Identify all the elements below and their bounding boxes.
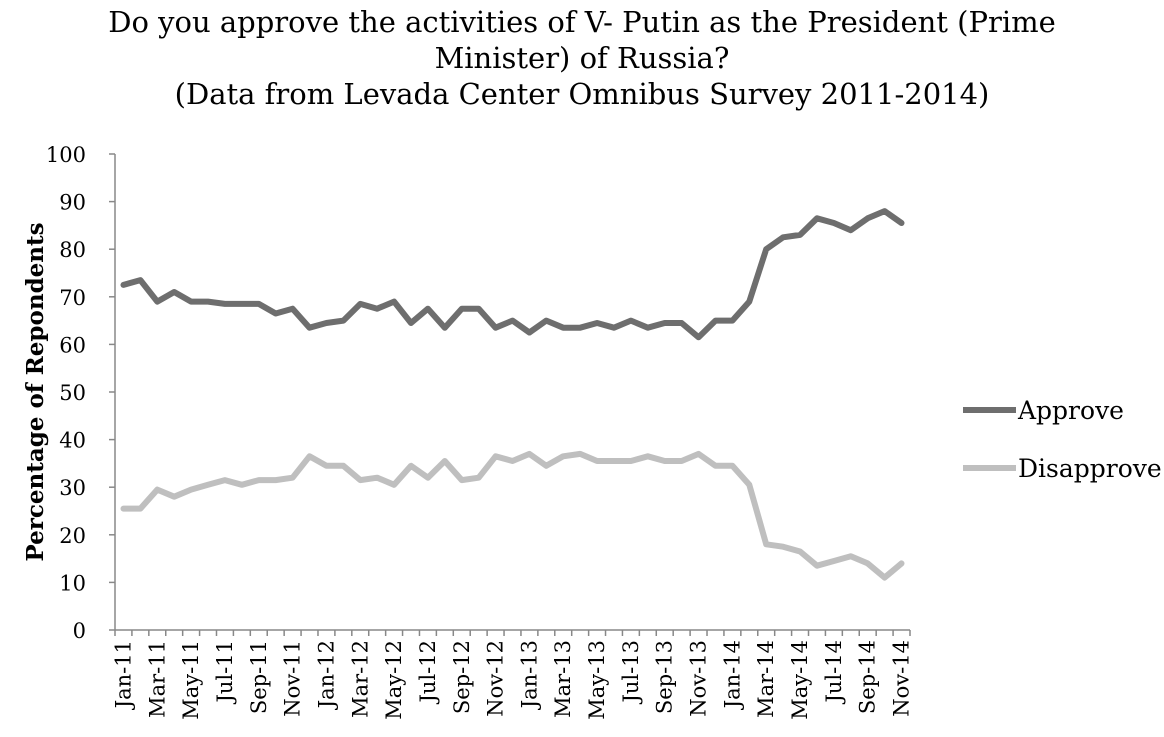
- x-tick-label: Sep-11: [247, 640, 271, 714]
- y-tick-label: 40: [59, 429, 86, 453]
- x-tick-label: Jan-14: [720, 640, 744, 710]
- y-tick-label: 50: [59, 381, 86, 405]
- y-tick-label: 10: [59, 571, 86, 595]
- y-tick-label: 80: [59, 238, 86, 262]
- series-lines: [120, 208, 905, 581]
- x-tick-labels: Jan-11 Mar-11 May-11 Jul-11 Sep-11 Nov-11 Jan-…: [111, 640, 913, 720]
- x-tick-label: Sep-14: [856, 640, 880, 714]
- x-tick-label: May-12: [382, 640, 406, 720]
- x-tick-label: May-14: [788, 640, 812, 720]
- legend: Approve Disapprove: [963, 396, 1162, 483]
- x-tick-label: Mar-12: [348, 640, 372, 718]
- x-tick-label: May-13: [585, 640, 609, 720]
- legend-label-disapprove: Disapprove: [1018, 454, 1162, 483]
- x-tick-label: Jul-12: [416, 640, 440, 704]
- x-tick-label: Jul-13: [619, 640, 643, 704]
- x-tick-label: Nov-14: [890, 640, 914, 717]
- chart-axes: [109, 153, 911, 636]
- x-tick-label: Jan-12: [314, 640, 338, 710]
- chart-title: Do you approve the activities of V- Puti…: [0, 4, 1164, 112]
- legend-label-approve: Approve: [1017, 396, 1124, 425]
- x-tick-label: Jan-13: [517, 640, 541, 710]
- y-tick-label: 20: [59, 524, 86, 548]
- x-tick-label: Mar-11: [145, 640, 169, 718]
- x-tick-label: May-11: [179, 640, 203, 720]
- y-tick-label: 60: [59, 333, 86, 357]
- x-tick-label: Jul-11: [213, 640, 237, 704]
- chart-title-line-1: Do you approve the activities of V- Puti…: [108, 5, 1056, 39]
- y-tick-label: 70: [59, 286, 86, 310]
- x-tick-label: Jul-14: [822, 640, 846, 704]
- x-tick-label: Nov-11: [281, 640, 305, 717]
- y-axis-label: Percentage of Repondents: [22, 222, 49, 561]
- x-tick-label: Mar-13: [551, 640, 575, 718]
- x-tick-label: Jan-11: [111, 640, 135, 710]
- y-tick-label: 30: [59, 476, 86, 500]
- chart-title-line-2: Minister) of Russia?: [434, 41, 730, 75]
- y-tick-label: 100: [46, 143, 86, 167]
- y-tick-labels: 0 10 20 30 40 50 60 70 80 90 100: [46, 143, 86, 643]
- y-tick-label: 90: [59, 191, 86, 215]
- series-line-disapprove: [120, 450, 905, 581]
- x-tick-label: Mar-14: [754, 640, 778, 718]
- x-tick-label: Sep-12: [450, 640, 474, 714]
- x-tick-label: Nov-12: [484, 640, 508, 717]
- series-line-approve: [120, 208, 905, 341]
- chart-subtitle: (Data from Levada Center Omnibus Survey …: [174, 77, 990, 111]
- y-tick-label: 0: [73, 619, 86, 643]
- x-tick-label: Sep-13: [653, 640, 677, 714]
- x-tick-label: Nov-13: [687, 640, 711, 717]
